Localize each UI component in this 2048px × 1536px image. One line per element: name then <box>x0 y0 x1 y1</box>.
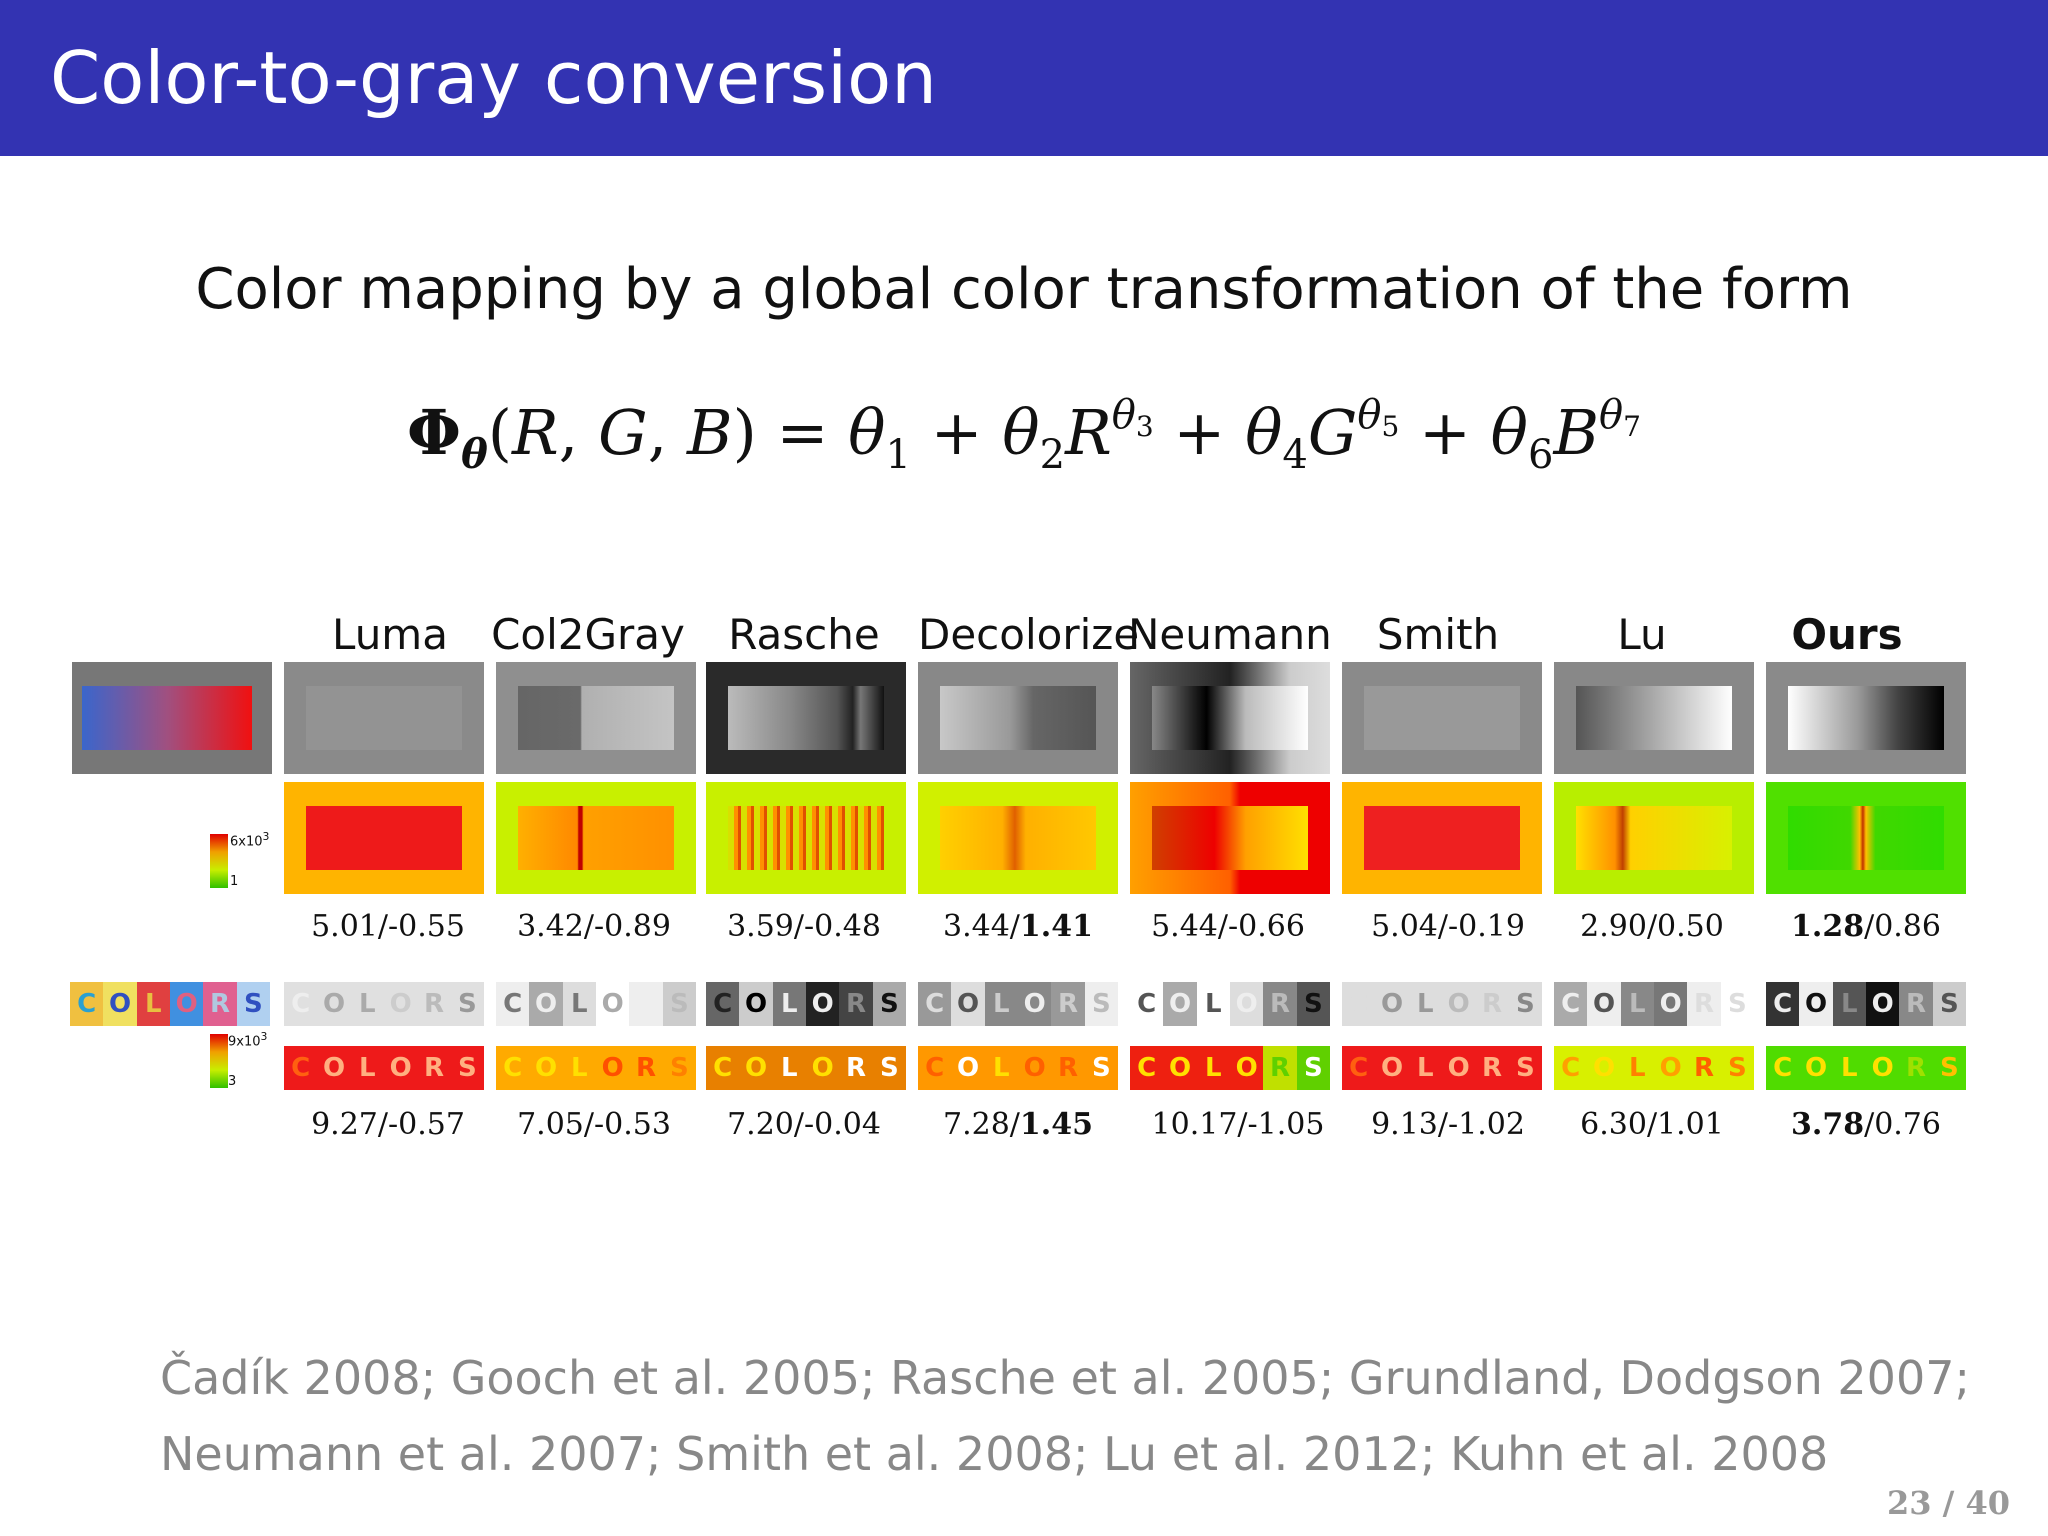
score-gradient-rasche: 3.59/-0.48 <box>727 909 881 944</box>
error-map-rasche <box>706 782 906 894</box>
result-gray-decolorize <box>918 662 1118 774</box>
result-gray-rasche <box>706 662 906 774</box>
score-colors-luma: 9.27/-0.57 <box>311 1107 465 1142</box>
score-gradient-col2gray: 3.42/-0.89 <box>517 909 671 944</box>
score-colors-lu: 6.30/1.01 <box>1580 1107 1724 1142</box>
error-map-luma <box>284 782 484 894</box>
result-gray-lu <box>1554 662 1754 774</box>
result-gray-ours <box>1766 662 1966 774</box>
colorbar-gradient <box>210 834 228 888</box>
method-label-lu: Lu <box>1617 610 1667 659</box>
score-colors-rasche: 7.20/-0.04 <box>727 1107 881 1142</box>
score-gradient-ours: 1.28/0.86 <box>1791 909 1941 944</box>
score-colors-neumann: 10.17/-1.05 <box>1151 1107 1325 1142</box>
method-label-luma: Luma <box>332 610 448 659</box>
score-gradient-lu: 2.90/0.50 <box>1580 909 1724 944</box>
score-gradient-neumann: 5.44/-0.66 <box>1151 909 1305 944</box>
references-line-1: Čadík 2008; Gooch et al. 2005; Rasche et… <box>160 1351 1970 1405</box>
references-line-2: Neumann et al. 2007; Smith et al. 2008; … <box>160 1427 1829 1481</box>
error-map-ours <box>1766 782 1966 894</box>
method-label-ours: Ours <box>1791 610 1903 659</box>
original-gradient-image <box>72 662 272 774</box>
method-label-decolorize: Decolorize <box>918 610 1140 659</box>
score-colors-ours: 3.78/0.76 <box>1791 1107 1941 1142</box>
error-map-smith <box>1342 782 1542 894</box>
method-label-col2gray: Col2Gray <box>491 610 685 659</box>
result-gray-luma <box>284 662 484 774</box>
method-label-neumann: Neumann <box>1128 610 1332 659</box>
references: Čadík 2008; Gooch et al. 2005; Rasche et… <box>160 1340 1970 1492</box>
error-map-col2gray <box>496 782 696 894</box>
score-colors-col2gray: 7.05/-0.53 <box>517 1107 671 1142</box>
score-gradient-luma: 5.01/-0.55 <box>311 909 465 944</box>
method-label-rasche: Rasche <box>728 610 880 659</box>
score-colors-smith: 9.13/-1.02 <box>1371 1107 1525 1142</box>
colorbar-gradient-top-label: 6x103 <box>230 830 270 850</box>
score-gradient-smith: 5.04/-0.19 <box>1371 909 1525 944</box>
method-label-smith: Smith <box>1376 610 1500 659</box>
colorbar-gradient-bottom-label: 1 <box>230 874 239 889</box>
result-gray-neumann <box>1130 662 1330 774</box>
colorbar-colors <box>210 1034 228 1088</box>
title-bar: Color-to-gray conversion <box>0 0 2048 156</box>
page-number: 23 / 40 <box>1886 1484 2010 1522</box>
score-gradient-decolorize: 3.44/1.41 <box>943 909 1093 944</box>
result-gray-smith <box>1342 662 1542 774</box>
subtitle: Color mapping by a global color transfor… <box>195 257 1853 322</box>
error-map-lu <box>1554 782 1754 894</box>
slide-title: Color-to-gray conversion <box>50 36 937 120</box>
score-colors-decolorize: 7.28/1.45 <box>943 1107 1093 1142</box>
colorbar-colors-bottom-label: 3 <box>228 1074 237 1089</box>
error-map-neumann <box>1130 782 1330 894</box>
result-gray-col2gray <box>496 662 696 774</box>
colorbar-colors-top-label: 9x103 <box>228 1030 268 1050</box>
error-map-decolorize <box>918 782 1118 894</box>
formula: Φθ(R, G, B) = θ1 + θ2Rθ3 + θ4Gθ5 + θ6Bθ7 <box>407 392 1641 478</box>
